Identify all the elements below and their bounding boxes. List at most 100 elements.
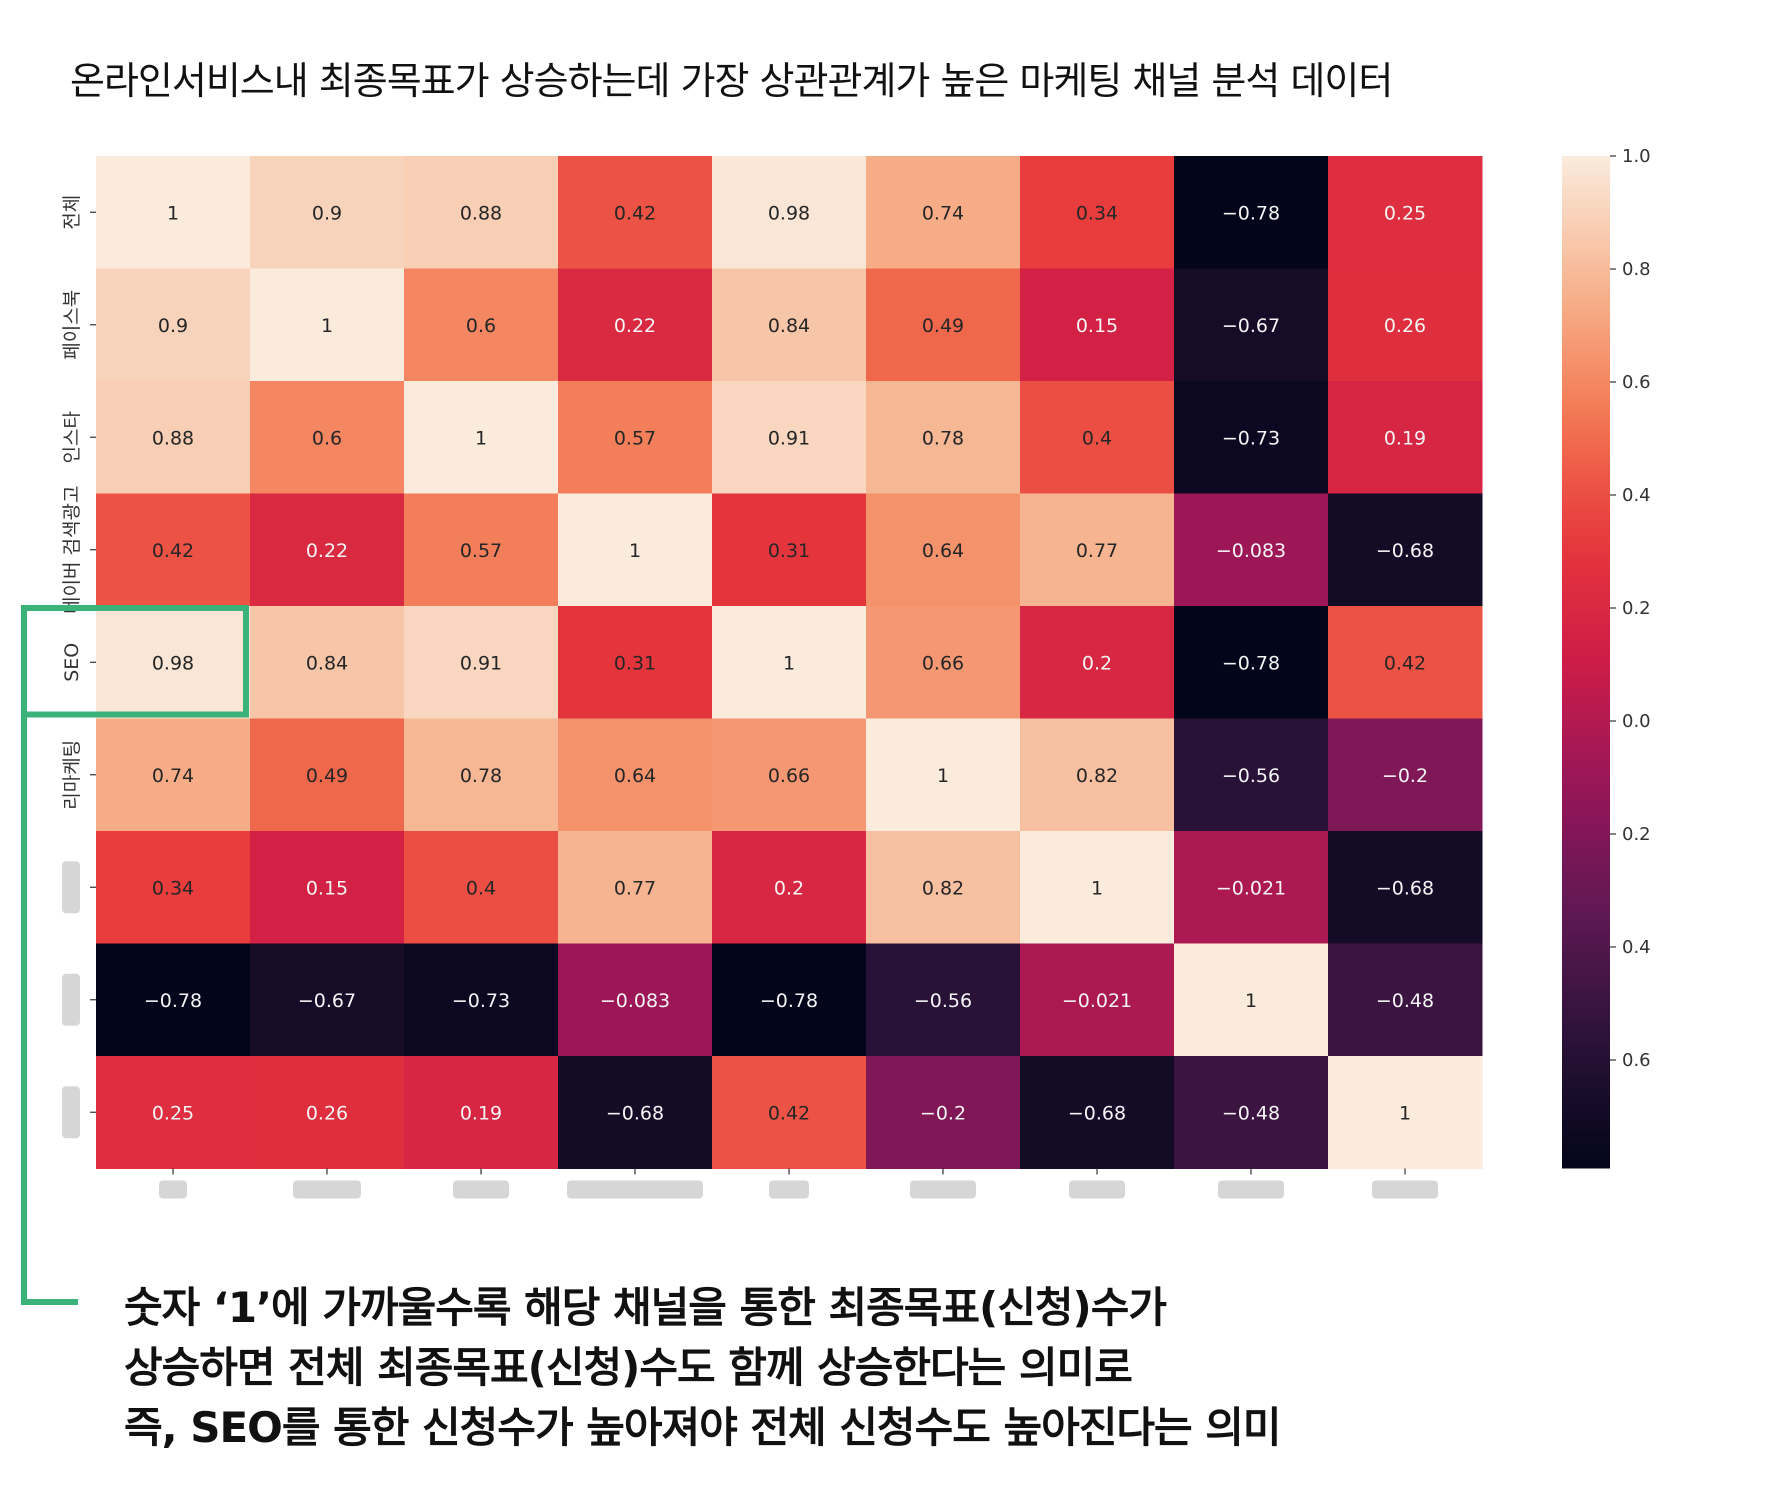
heatmap-cell <box>404 493 559 607</box>
heatmap-cell <box>1328 943 1483 1057</box>
heatmap-cell <box>1328 718 1483 832</box>
cell-value-label: 0.4 <box>1082 427 1112 449</box>
cell-value-label: 0.74 <box>922 202 964 224</box>
heatmap-cell <box>1328 606 1483 719</box>
cell-value-label: 0.9 <box>312 202 342 224</box>
cell-value-label: 0.42 <box>614 202 656 224</box>
cell-value-label: −0.68 <box>1376 877 1434 899</box>
heatmap-cell <box>404 831 559 944</box>
colorbar-tick-label: 0.6 <box>1622 372 1651 393</box>
cell-value-label: 0.34 <box>1076 202 1118 224</box>
cell-value-label: 0.42 <box>1384 652 1426 674</box>
heatmap-cell <box>1174 493 1329 607</box>
heatmap-cell <box>250 718 405 832</box>
heatmap-cell <box>866 718 1021 832</box>
heatmap-cell <box>1328 156 1483 269</box>
heatmap-cell <box>250 381 405 494</box>
cell-value-label: 1 <box>1245 990 1257 1012</box>
cell-value-label: 0.34 <box>152 877 194 899</box>
heatmap-cell <box>250 606 405 719</box>
heatmap-cell <box>1020 606 1175 719</box>
cell-value-label: 0.91 <box>768 427 810 449</box>
heatmap-cell <box>250 943 405 1057</box>
cell-value-label: 0.88 <box>152 427 194 449</box>
heatmap-cell <box>558 156 713 269</box>
colorbar-tick-label: 0.0 <box>1622 711 1651 732</box>
heatmap-cell <box>404 943 559 1057</box>
cell-value-label: 1 <box>321 315 333 337</box>
colorbar-tick-label: 0.2 <box>1622 598 1651 619</box>
cell-value-label: 0.26 <box>1384 315 1426 337</box>
heatmap-cell <box>250 493 405 607</box>
obscured-col-label <box>1372 1180 1438 1199</box>
heatmap-cell <box>1328 381 1483 494</box>
heatmap-cell <box>712 718 867 832</box>
heatmap-cell <box>250 268 405 382</box>
cell-value-label: 0.26 <box>306 1102 348 1124</box>
cell-value-label: −0.021 <box>1216 877 1286 899</box>
cell-value-label: 0.42 <box>768 1102 810 1124</box>
obscured-col-label <box>567 1180 703 1199</box>
cell-value-label: −0.78 <box>1222 652 1280 674</box>
cell-value-label: 0.82 <box>922 877 964 899</box>
heatmap-cell <box>1020 831 1175 944</box>
cell-value-label: 0.25 <box>1384 202 1426 224</box>
cell-value-label: 0.82 <box>1076 765 1118 787</box>
heatmap-cell <box>866 943 1021 1057</box>
cell-value-label: −0.67 <box>298 990 356 1012</box>
cell-value-label: 0.19 <box>460 1102 502 1124</box>
heatmap-cell <box>866 381 1021 494</box>
heatmap-cell <box>1020 268 1175 382</box>
heatmap-cell <box>866 493 1021 607</box>
cell-value-label: 0.42 <box>152 540 194 562</box>
heatmap-cell <box>1174 268 1329 382</box>
cell-value-label: 0.31 <box>768 540 810 562</box>
cell-value-label: −0.083 <box>1216 540 1286 562</box>
cell-value-label: −0.78 <box>760 990 818 1012</box>
cell-value-label: 0.91 <box>460 652 502 674</box>
row-tick-label: 네이버 검색광고 <box>61 486 83 614</box>
heatmap-cell <box>558 1056 713 1169</box>
heatmap-cell <box>1174 718 1329 832</box>
colorbar-tick-label: 0.4 <box>1622 937 1651 958</box>
row-tick-label: 인스타 <box>61 411 83 463</box>
colorbar-gradient <box>1562 156 1610 1169</box>
cell-value-label: 0.66 <box>922 652 964 674</box>
explanation-note: 숫자 ‘1’에 가까울수록 해당 채널을 통한 최종목표(신청)수가 상승하면 … <box>124 1278 1282 1458</box>
heatmap-cell <box>404 268 559 382</box>
cell-value-label: 0.64 <box>614 765 656 787</box>
heatmap-cell <box>712 943 867 1057</box>
heatmap-cell <box>96 1056 251 1169</box>
heatmap-cell <box>1174 381 1329 494</box>
cell-value-label: 1 <box>475 427 487 449</box>
heatmap-cell <box>404 606 559 719</box>
heatmap-cell <box>1020 381 1175 494</box>
note-line: 상승하면 전체 최종목표(신청)수도 함께 상승한다는 의미로 <box>124 1343 1133 1392</box>
cell-value-label: −0.73 <box>452 990 510 1012</box>
heatmap-cell <box>404 156 559 269</box>
heatmap-cell <box>1020 718 1175 832</box>
seo-highlight-bracket <box>21 605 249 1305</box>
cell-value-label: 0.2 <box>1082 652 1112 674</box>
heatmap-cell <box>250 156 405 269</box>
highlight-box <box>21 605 249 718</box>
heatmap-cell <box>96 156 251 269</box>
obscured-col-label <box>293 1180 361 1199</box>
note-line: 숫자 ‘1’에 가까울수록 해당 채널을 통한 최종목표(신청)수가 <box>124 1283 1167 1332</box>
cell-value-label: −0.67 <box>1222 315 1280 337</box>
heatmap-cell <box>1020 493 1175 607</box>
heatmap-cell <box>1174 831 1329 944</box>
cell-value-label: 0.66 <box>768 765 810 787</box>
col-tick-labels <box>159 1168 1438 1199</box>
cell-value-label: 0.77 <box>614 877 656 899</box>
obscured-col-label <box>1218 1180 1284 1199</box>
cell-value-label: 1 <box>1091 877 1103 899</box>
heatmap-cell <box>1328 493 1483 607</box>
cell-value-label: 1 <box>937 765 949 787</box>
cell-value-label: −0.48 <box>1376 990 1434 1012</box>
cell-value-label: 1 <box>167 202 179 224</box>
heatmap-cell <box>712 268 867 382</box>
obscured-col-label <box>910 1180 976 1199</box>
obscured-col-label <box>159 1180 187 1199</box>
